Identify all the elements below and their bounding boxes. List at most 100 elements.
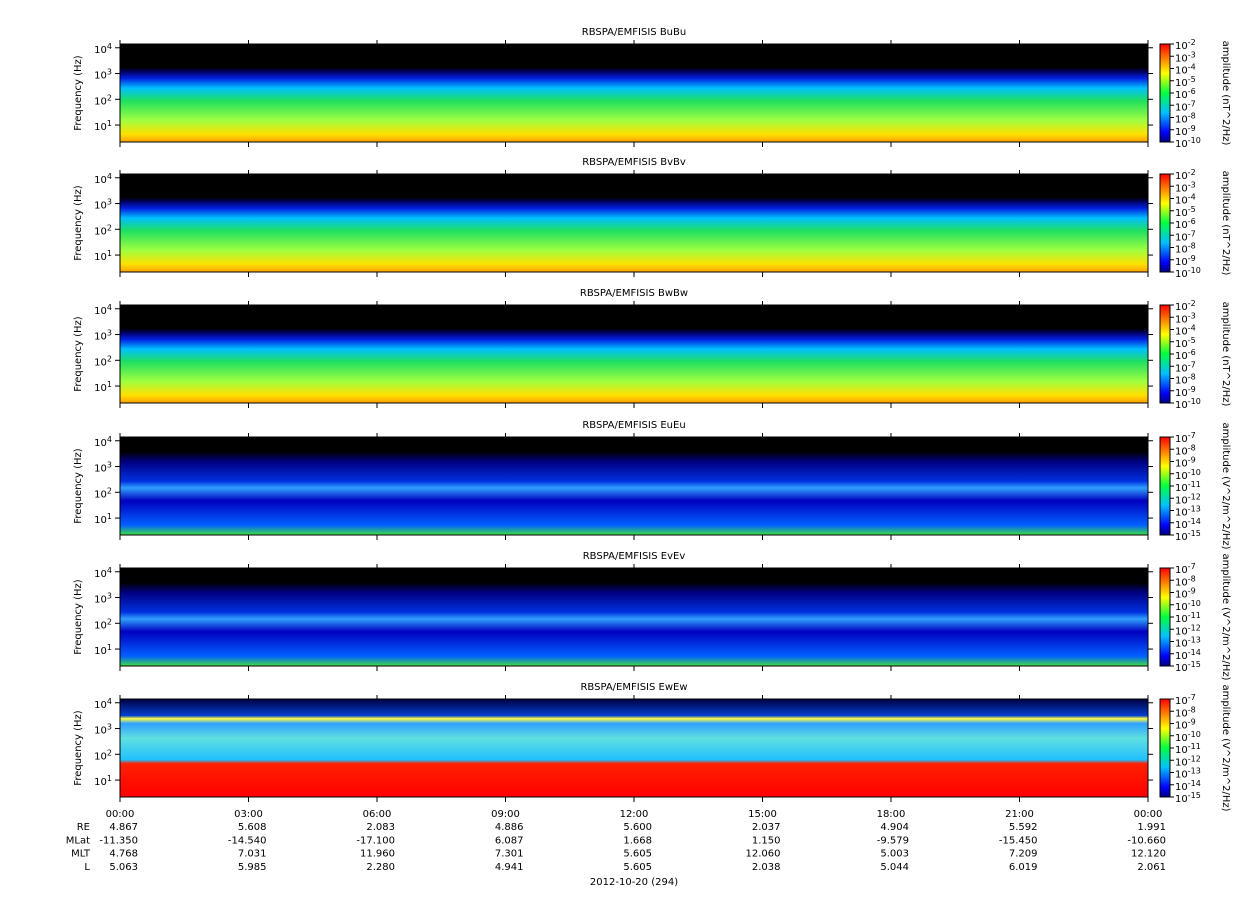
- ephemeris-value: 5.605: [623, 862, 652, 873]
- colorbar-tick-label: 10-6: [1175, 87, 1196, 102]
- colorbar-label: amplitude (V^2/m^2/Hz): [1220, 553, 1231, 680]
- plots: RBSPA/EMFISIS BuBu Frequency (Hz) 101 102 10…: [66, 27, 1231, 888]
- colorbar-tick-label: 10-7: [1175, 229, 1196, 244]
- ephemeris-value: 1.991: [1137, 822, 1166, 833]
- ephemeris-value: 12.120: [1131, 849, 1166, 860]
- y-tick-label: 103: [94, 197, 112, 212]
- spectrogram-image: [120, 568, 1148, 666]
- colorbar-tick-label: 10-11: [1175, 611, 1201, 626]
- colorbar-tick-label: 10-7: [1175, 693, 1196, 708]
- ephemeris-value: 4.941: [495, 862, 524, 873]
- colorbar-tick-label: 10-10: [1175, 598, 1201, 613]
- colorbar-tick-label: 10-9: [1175, 455, 1196, 470]
- spectrogram-image: [120, 174, 1148, 272]
- colorbar-tick-label: 10-14: [1175, 516, 1201, 531]
- y-axis-label: Frequency (Hz): [73, 448, 84, 524]
- colorbar-tick-label: 10-7: [1175, 360, 1196, 375]
- y-tick-label: 104: [94, 434, 112, 449]
- colorbar-tick-label: 10-2: [1175, 168, 1196, 183]
- ephemeris-value: 6.087: [495, 835, 524, 846]
- x-tick-label: 06:00: [363, 809, 392, 820]
- colorbar-tick-label: 10-9: [1175, 123, 1196, 138]
- colorbar-tick-label: 10-3: [1175, 50, 1196, 65]
- colorbar-tick-label: 10-12: [1175, 492, 1201, 507]
- colorbar-tick-label: 10-9: [1175, 253, 1196, 268]
- colorbar-tick-label: 10-8: [1175, 372, 1196, 387]
- colorbar: [1159, 567, 1171, 667]
- ephemeris-value: 2.038: [752, 862, 781, 873]
- ephemeris-value: 11.960: [360, 849, 395, 860]
- y-tick-label: 102: [94, 93, 112, 108]
- colorbar-tick-label: 10-6: [1175, 348, 1196, 363]
- panel-title: RBSPA/EMFISIS BuBu: [582, 27, 686, 38]
- ephemeris-value: 5.003: [880, 849, 909, 860]
- colorbar-tick-label: 10-2: [1175, 38, 1196, 53]
- ephemeris-value: -14.540: [228, 835, 267, 846]
- colorbar: [1159, 698, 1171, 798]
- ephemeris-value: 1.668: [623, 835, 652, 846]
- y-tick-label: 103: [94, 722, 112, 737]
- colorbar-tick-label: 10-7: [1175, 99, 1196, 114]
- ephemeris-value: 6.019: [1009, 862, 1038, 873]
- colorbar-tick-label: 10-5: [1175, 335, 1196, 350]
- ephemeris-value: -9.579: [877, 835, 909, 846]
- colorbar-tick-label: 10-6: [1175, 217, 1196, 232]
- ephemeris-value: 2.083: [366, 822, 395, 833]
- x-tick-label: 00:00: [106, 809, 135, 820]
- colorbar-tick-label: 10-10: [1175, 136, 1201, 151]
- y-tick-label: 103: [94, 460, 112, 475]
- y-axis-label: Frequency (Hz): [73, 316, 84, 392]
- colorbar-tick-label: 10-10: [1175, 266, 1201, 281]
- y-tick-label: 101: [94, 119, 112, 134]
- colorbar-tick-label: 10-11: [1175, 480, 1201, 495]
- colorbar-tick-label: 10-10: [1175, 467, 1201, 482]
- y-tick-label: 101: [94, 643, 112, 658]
- colorbar-tick-label: 10-3: [1175, 180, 1196, 195]
- ephemeris-value: 7.209: [1009, 849, 1038, 860]
- colorbar-tick-label: 10-9: [1175, 586, 1196, 601]
- y-tick-label: 102: [94, 748, 112, 763]
- ephemeris-value: -11.350: [99, 835, 138, 846]
- y-axis-label: Frequency (Hz): [73, 579, 84, 655]
- y-tick-label: 102: [94, 223, 112, 238]
- ephemeris-value: 5.592: [1009, 822, 1038, 833]
- colorbar-label: amplitude (nT^2/Hz): [1220, 302, 1231, 407]
- colorbar: [1159, 43, 1171, 143]
- ephemeris-row-label: RE: [77, 822, 90, 833]
- colorbar-tick-label: 10-14: [1175, 647, 1201, 662]
- colorbar-tick-label: 10-3: [1175, 311, 1196, 326]
- ephemeris-value: 5.044: [880, 862, 909, 873]
- y-tick-label: 103: [94, 328, 112, 343]
- x-tick-label: 18:00: [877, 809, 906, 820]
- ephemeris-value: 2.280: [366, 862, 395, 873]
- ephemeris-value: 4.867: [109, 822, 138, 833]
- y-tick-label: 104: [94, 41, 112, 56]
- x-tick-label: 03:00: [234, 809, 263, 820]
- ephemeris-value: 5.985: [238, 862, 267, 873]
- y-axis-label: Frequency (Hz): [73, 185, 84, 261]
- ephemeris-value: -17.100: [356, 835, 395, 846]
- colorbar-tick-label: 10-9: [1175, 384, 1196, 399]
- ephemeris-row-label: MLat: [66, 835, 90, 846]
- colorbar-tick-label: 10-4: [1175, 323, 1196, 338]
- x-tick-label: 12:00: [620, 809, 649, 820]
- colorbar-tick-label: 10-11: [1175, 742, 1201, 757]
- spectrogram-image: [120, 437, 1148, 535]
- colorbar-tick-label: 10-7: [1175, 562, 1196, 577]
- y-tick-label: 102: [94, 486, 112, 501]
- colorbar-tick-label: 10-10: [1175, 397, 1201, 412]
- panel-title: RBSPA/EMFISIS EwEw: [580, 682, 687, 693]
- x-tick-label: 09:00: [491, 809, 520, 820]
- ephemeris-value: 5.063: [109, 862, 138, 873]
- colorbar-tick-label: 10-7: [1175, 431, 1196, 446]
- colorbar-tick-label: 10-5: [1175, 204, 1196, 219]
- colorbar-tick-label: 10-8: [1175, 705, 1196, 720]
- ephemeris-value: 2.061: [1137, 862, 1166, 873]
- y-tick-label: 103: [94, 67, 112, 82]
- colorbar-tick-label: 10-12: [1175, 623, 1201, 638]
- ephemeris-value: 5.608: [238, 822, 267, 833]
- y-tick-label: 102: [94, 617, 112, 632]
- ephemeris-value: 5.605: [623, 849, 652, 860]
- y-tick-label: 103: [94, 591, 112, 606]
